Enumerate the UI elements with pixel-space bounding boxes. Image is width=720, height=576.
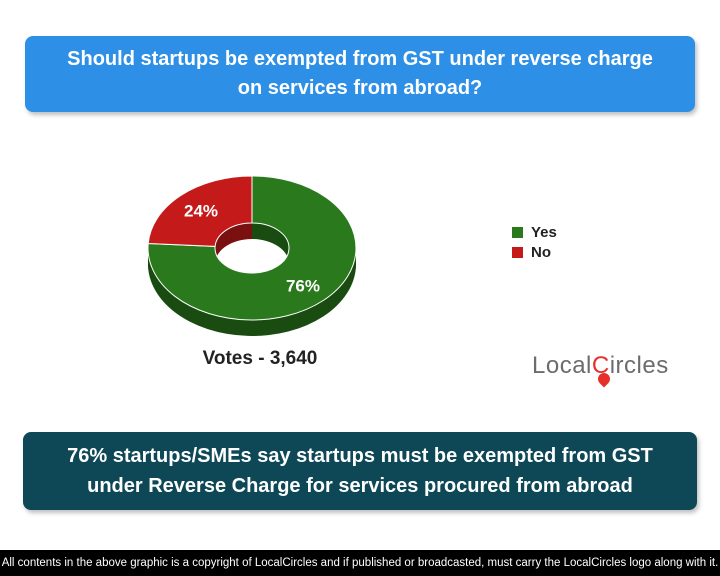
legend-item-no: No [512,242,557,262]
data-label-no: 24% [184,201,218,220]
legend-item-yes: Yes [512,222,557,242]
logo-text-local: Local [532,352,592,379]
question-banner: Should startups be exempted from GST und… [25,36,695,112]
localcircles-logo: LocalCircles [532,352,669,388]
footer-text: All contents in the above graphic is a c… [1,557,719,569]
legend-swatch-no [512,246,523,258]
finding-banner: 76% startups/SMEs say startups must be e… [23,432,697,510]
legend-label-yes: Yes [531,223,557,241]
copyright-footer: All contents in the above graphic is a c… [0,550,720,576]
question-text: Should startups be exempted from GST und… [67,48,653,99]
donut-chart: 76% 24% [147,175,357,336]
legend-label-no: No [531,243,551,261]
finding-text: 76% startups/SMEs say startups must be e… [67,445,653,497]
donut-slice-no [147,175,253,247]
donut-slice-yes [147,175,357,321]
data-label-yes: 76% [286,277,320,296]
votes-count: Votes - 3,640 [202,348,318,369]
logo-text-circles: ircles [609,352,669,379]
legend-swatch-yes [512,226,523,238]
chart-legend: Yes No [512,222,557,262]
